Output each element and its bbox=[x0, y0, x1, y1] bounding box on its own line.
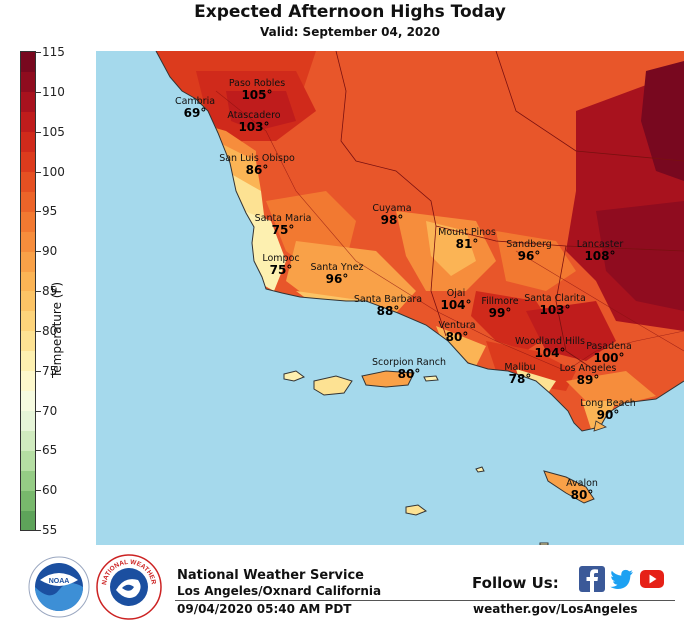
colorbar-tick bbox=[36, 251, 41, 253]
colorbar-band bbox=[21, 211, 35, 232]
city-label: Mount Pinos 81° bbox=[438, 227, 496, 251]
city-label: Lompoc 75° bbox=[262, 253, 300, 277]
footer-divider bbox=[175, 600, 675, 601]
colorbar-tick bbox=[36, 490, 41, 492]
colorbar-band bbox=[21, 131, 35, 153]
city-label: Pasadena 100° bbox=[586, 341, 632, 365]
city-label: Santa Clarita 103° bbox=[524, 293, 586, 317]
nws-name: National Weather Service bbox=[177, 568, 364, 583]
temperature-colorbar bbox=[20, 51, 36, 531]
website-link[interactable]: weather.gov/LosAngeles bbox=[473, 602, 638, 616]
colorbar-band bbox=[21, 370, 35, 392]
colorbar-band bbox=[21, 91, 35, 113]
city-label: Atascadero 103° bbox=[227, 110, 281, 134]
city-label: Santa Maria 75° bbox=[254, 213, 312, 237]
colorbar-band bbox=[21, 490, 35, 511]
colorbar-tick-label: 90 bbox=[42, 244, 58, 259]
city-label: Fillmore 99° bbox=[481, 296, 519, 320]
colorbar-band bbox=[21, 271, 35, 292]
city-label: Ojai 104° bbox=[440, 288, 472, 312]
city-label: Cuyama 98° bbox=[372, 203, 412, 227]
city-label: Sandberg 96° bbox=[506, 239, 552, 263]
colorbar-tick bbox=[36, 330, 41, 332]
city-label: San Luis Obispo 86° bbox=[219, 153, 295, 177]
colorbar-tick-label: 85 bbox=[42, 284, 58, 298]
colorbar-tick-label: 70 bbox=[42, 403, 58, 418]
city-label: Long Beach 90° bbox=[580, 398, 636, 422]
map-canvas bbox=[96, 51, 684, 545]
colorbar-band bbox=[21, 291, 35, 312]
nws-logo: NATIONAL WEATHER SERVICE bbox=[96, 554, 162, 620]
colorbar-tick-label: 105 bbox=[42, 124, 65, 139]
colorbar-tick-label: 115 bbox=[42, 45, 65, 59]
svg-text:NOAA: NOAA bbox=[49, 578, 70, 585]
colorbar-band bbox=[21, 470, 35, 491]
colorbar-tick-label: 100 bbox=[42, 164, 65, 179]
city-label: Malibu 78° bbox=[504, 362, 536, 386]
colorbar-band bbox=[21, 251, 35, 272]
colorbar-band bbox=[21, 390, 35, 411]
colorbar-band bbox=[21, 191, 35, 212]
highways bbox=[215, 90, 684, 372]
follow-us-label: Follow Us: bbox=[472, 574, 559, 592]
city-label: Los Angeles 89° bbox=[559, 363, 617, 387]
city-label: Paso Robles 105° bbox=[228, 78, 286, 102]
colorbar-tick-label: 65 bbox=[42, 443, 58, 458]
colorbar-tick-label: 110 bbox=[42, 84, 65, 99]
colorbar-tick-label: 80 bbox=[42, 323, 58, 338]
coastline bbox=[155, 51, 684, 432]
header: Expected Afternoon Highs Today Valid: Se… bbox=[0, 2, 700, 39]
colorbar-band bbox=[21, 71, 35, 93]
colorbar-tick bbox=[36, 211, 41, 213]
channel-islands bbox=[283, 370, 595, 545]
facebook-icon[interactable] bbox=[579, 566, 605, 592]
city-label: Lancaster 108° bbox=[576, 239, 624, 263]
noaa-logo: NOAA bbox=[28, 556, 90, 618]
colorbar-tick bbox=[36, 450, 41, 452]
colorbar-band bbox=[21, 151, 35, 172]
colorbar-band bbox=[21, 231, 35, 252]
colorbar-tick-label: 55 bbox=[42, 523, 58, 537]
city-label: Scorpion Ranch 80° bbox=[372, 357, 446, 381]
colorbar-band bbox=[21, 430, 35, 451]
city-label: Santa Ynez 96° bbox=[310, 262, 364, 286]
city-label: Woodland Hills 104° bbox=[514, 336, 586, 360]
colorbar-band bbox=[21, 171, 35, 192]
temperature-map: Paso Robles 105° Cambria 69° Atascadero 103… bbox=[96, 51, 684, 545]
colorbar-title: Temperature (F) bbox=[50, 281, 64, 379]
colorbar-band bbox=[21, 410, 35, 431]
colorbar-tick bbox=[36, 370, 41, 372]
colorbar-tick bbox=[36, 131, 41, 133]
office-name: Los Angeles/Oxnard California bbox=[177, 584, 382, 598]
youtube-icon[interactable] bbox=[639, 566, 665, 592]
twitter-icon[interactable] bbox=[609, 566, 635, 592]
footer: NOAA NATIONAL WEATHER SERVICE National W… bbox=[0, 548, 700, 627]
city-label: Ventura 80° bbox=[438, 320, 476, 344]
colorbar-tick bbox=[36, 291, 41, 292]
city-label: Avalon 80° bbox=[566, 478, 598, 502]
colorbar-band bbox=[21, 330, 35, 352]
valid-date: Valid: September 04, 2020 bbox=[260, 25, 440, 39]
long-beach-harbor bbox=[593, 420, 607, 432]
colorbar-band bbox=[21, 52, 35, 73]
colorbar-band bbox=[21, 510, 35, 531]
city-label: Cambria 69° bbox=[174, 96, 216, 120]
colorbar-tick bbox=[36, 52, 41, 53]
colorbar-tick-label: 95 bbox=[42, 204, 58, 219]
city-label: Santa Barbara 88° bbox=[353, 294, 423, 318]
colorbar-tick bbox=[36, 91, 41, 93]
colorbar-tick bbox=[36, 410, 41, 412]
issued-time: 09/04/2020 05:40 AM PDT bbox=[177, 602, 352, 616]
colorbar-band bbox=[21, 310, 35, 332]
colorbar-band bbox=[21, 450, 35, 471]
colorbar-band bbox=[21, 111, 35, 133]
map-title: Expected Afternoon Highs Today bbox=[194, 2, 506, 22]
colorbar-tick bbox=[36, 530, 41, 531]
colorbar-tick-label: 75 bbox=[42, 363, 58, 378]
colorbar-band bbox=[21, 350, 35, 372]
colorbar-tick-label: 60 bbox=[42, 483, 58, 498]
colorbar-tick bbox=[36, 171, 41, 173]
